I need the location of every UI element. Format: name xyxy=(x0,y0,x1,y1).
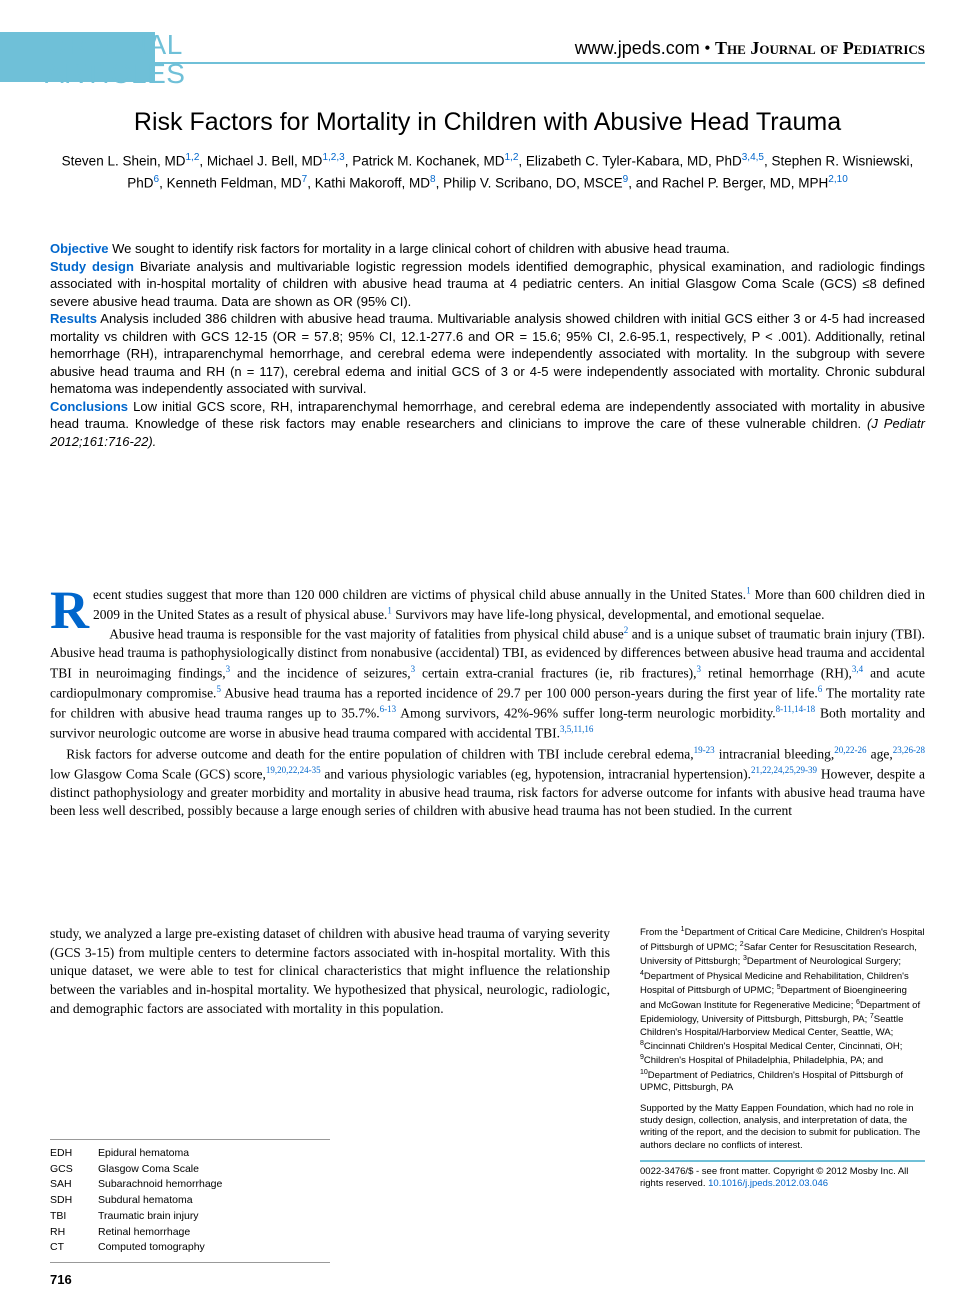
abbrev-row: EDHEpidural hematoma xyxy=(50,1146,330,1162)
bullet: • xyxy=(700,38,715,58)
abbrev-key: GCS xyxy=(50,1162,98,1178)
doi-link[interactable]: 10.1016/j.jpeds.2012.03.046 xyxy=(708,1178,828,1189)
body-text: Recent studies suggest that more than 12… xyxy=(50,584,925,821)
abbrev-row: SDHSubdural hematoma xyxy=(50,1193,330,1209)
abbrev-row: TBITraumatic brain injury xyxy=(50,1209,330,1225)
journal-title: The Journal of Pediatrics xyxy=(715,38,925,58)
abbrev-row: CTComputed tomography xyxy=(50,1240,330,1256)
body-continued: study, we analyzed a large pre-existing … xyxy=(50,926,610,1016)
results-text: Analysis included 386 children with abus… xyxy=(50,311,925,396)
affiliations: From the 1Department of Critical Care Me… xyxy=(640,925,925,1095)
page-number: 716 xyxy=(50,1272,72,1287)
design-label: Study design xyxy=(50,259,134,274)
right-column: From the 1Department of Critical Care Me… xyxy=(640,925,925,1191)
header-rule xyxy=(155,62,925,64)
abbrev-def: Subarachnoid hemorrhage xyxy=(98,1177,222,1193)
p3: Risk factors for adverse outcome and dea… xyxy=(50,744,925,822)
abbrev-key: CT xyxy=(50,1240,98,1256)
abbrev-def: Glasgow Coma Scale xyxy=(98,1162,199,1178)
article-title: Risk Factors for Mortality in Children w… xyxy=(50,108,925,137)
conclusions-text: Low initial GCS score, RH, intraparenchy… xyxy=(50,399,925,432)
journal-domain[interactable]: www.jpeds.com xyxy=(575,38,700,58)
abbrev-key: RH xyxy=(50,1225,98,1241)
abbrev-key: SDH xyxy=(50,1193,98,1209)
abbrev-key: SAH xyxy=(50,1177,98,1193)
abbrev-def: Subdural hematoma xyxy=(98,1193,193,1209)
abbrev-row: SAHSubarachnoid hemorrhage xyxy=(50,1177,330,1193)
funding-statement: Supported by the Matty Eappen Foundation… xyxy=(640,1103,925,1152)
dropcap: R xyxy=(50,584,93,634)
copyright-block: 0022-3476/$ - see front matter. Copyrigh… xyxy=(640,1160,925,1191)
p1: ecent studies suggest that more than 120… xyxy=(93,587,925,622)
journal-header: www.jpeds.com • The Journal of Pediatric… xyxy=(575,38,925,59)
abbrev-key: EDH xyxy=(50,1146,98,1162)
abbrev-row: RHRetinal hemorrhage xyxy=(50,1225,330,1241)
results-label: Results xyxy=(50,311,97,326)
abbrev-def: Epidural hematoma xyxy=(98,1146,189,1162)
section-label-line1: ORIGINAL xyxy=(45,29,183,60)
abbrev-def: Computed tomography xyxy=(98,1240,205,1256)
abstract-block: Objective We sought to identify risk fac… xyxy=(50,240,925,451)
conclusions-label: Conclusions xyxy=(50,399,128,414)
abbrev-key: TBI xyxy=(50,1209,98,1225)
objective-text: We sought to identify risk factors for m… xyxy=(109,241,730,256)
design-text: Bivariate analysis and multivariable log… xyxy=(50,259,925,309)
p2: Abusive head trauma is responsible for t… xyxy=(50,624,925,743)
abbrev-row: GCSGlasgow Coma Scale xyxy=(50,1162,330,1178)
section-label: ORIGINAL ARTICLES xyxy=(45,30,185,89)
abbreviations-box: EDHEpidural hematomaGCSGlasgow Coma Scal… xyxy=(50,1139,330,1263)
abbrev-def: Traumatic brain injury xyxy=(98,1209,199,1225)
abbrev-def: Retinal hemorrhage xyxy=(98,1225,190,1241)
author-list: Steven L. Shein, MD1,2, Michael J. Bell,… xyxy=(50,150,925,194)
objective-label: Objective xyxy=(50,241,109,256)
